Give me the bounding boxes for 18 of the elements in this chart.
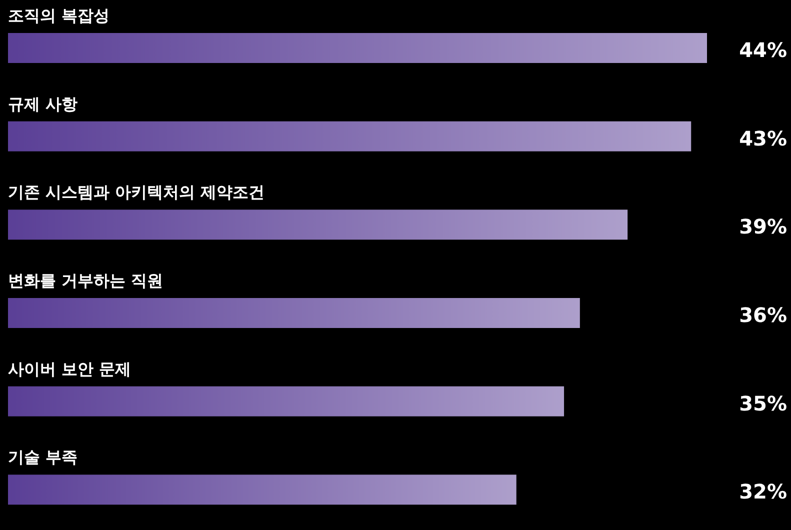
bar xyxy=(8,386,564,416)
y-tick-label: 기술 부족 xyxy=(8,448,78,467)
y-tick-label: 기존 시스템과 아키텍처의 제약조건 xyxy=(8,182,265,202)
bar xyxy=(8,33,707,63)
data-label: 44% xyxy=(739,38,787,62)
y-tick-label: 규제 사항 xyxy=(8,94,78,114)
y-tick-label: 조직의 복잡성 xyxy=(8,6,110,25)
y-tick-label: 사이버 보안 문제 xyxy=(8,359,132,378)
bar xyxy=(8,121,692,152)
data-label: 32% xyxy=(739,480,787,504)
bar xyxy=(8,210,628,240)
bar xyxy=(8,474,516,505)
data-label: 35% xyxy=(739,391,787,416)
bar xyxy=(8,298,580,328)
data-label: 43% xyxy=(739,126,787,150)
y-tick-label: 변화를 거부하는 직원 xyxy=(8,271,164,290)
data-label: 36% xyxy=(739,303,787,327)
data-label: 39% xyxy=(739,214,787,239)
